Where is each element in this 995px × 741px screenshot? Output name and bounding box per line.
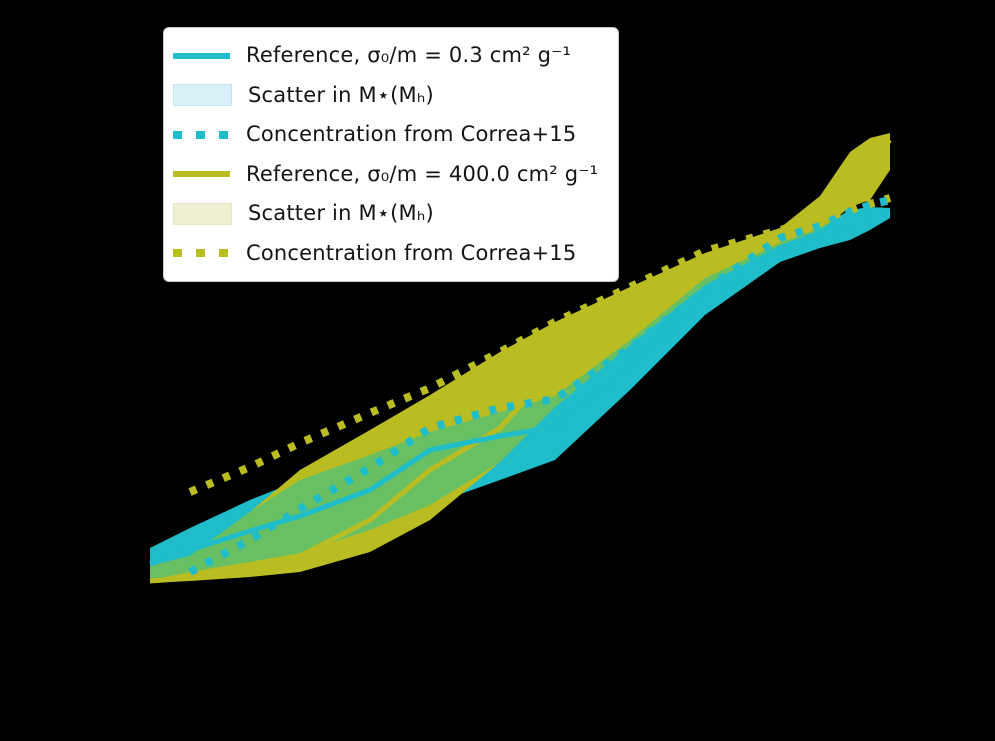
legend-row: Concentration from Correa+15 (173, 115, 598, 155)
legend-label: Reference, σ₀/m = 400.0 cm² g⁻¹ (246, 161, 599, 186)
legend-dotted-sample-olive (173, 249, 230, 258)
legend-patch-sample-olive (173, 202, 232, 225)
legend-row: Concentration from Correa+15 (173, 234, 598, 274)
legend-row: Reference, σ₀/m = 0.3 cm² g⁻¹ (173, 36, 598, 76)
legend-label: Concentration from Correa+15 (246, 240, 577, 265)
legend-box: Reference, σ₀/m = 0.3 cm² g⁻¹ Scatter in… (163, 27, 620, 282)
legend-line-sample-olive (173, 171, 230, 178)
legend-patch-sample-cyan (173, 84, 232, 107)
legend-row: Reference, σ₀/m = 400.0 cm² g⁻¹ (173, 155, 598, 195)
legend-label: Reference, σ₀/m = 0.3 cm² g⁻¹ (246, 43, 572, 68)
legend-line-sample-cyan (173, 52, 230, 59)
legend-dotted-sample-cyan (173, 130, 230, 139)
legend-row: Scatter in M⋆(Mₕ) (173, 76, 598, 116)
legend-label: Concentration from Correa+15 (246, 122, 577, 147)
legend-label: Scatter in M⋆(Mₕ) (248, 82, 434, 107)
legend-row: Scatter in M⋆(Mₕ) (173, 194, 598, 234)
legend-label: Scatter in M⋆(Mₕ) (248, 201, 434, 226)
